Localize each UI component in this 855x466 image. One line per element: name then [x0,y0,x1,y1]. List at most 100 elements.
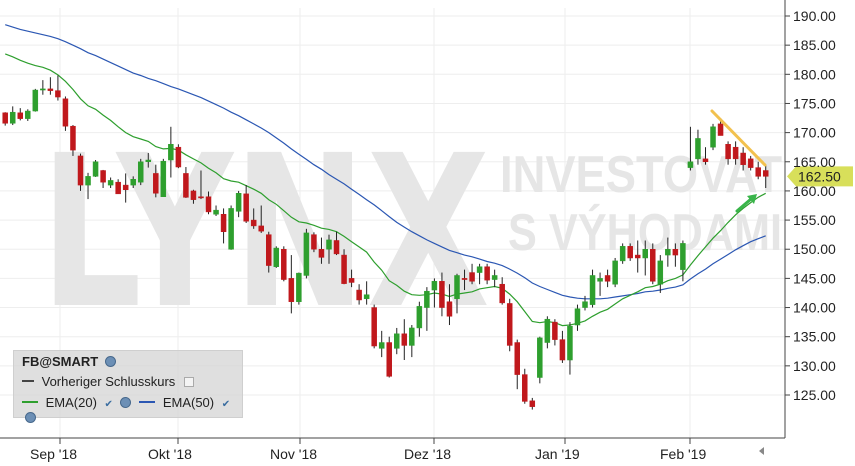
candle-body [243,193,249,222]
checkbox-icon[interactable] [183,377,194,387]
legend: FB@SMART Vorheriger Schlusskurs EMA(20) … [13,350,243,423]
candle [175,144,182,169]
candle-body [401,333,408,346]
candle-body [9,111,16,124]
candle-body [220,213,227,232]
candle-body [288,278,295,302]
candle-body [680,243,686,270]
candle [356,284,362,305]
candle-body [431,281,438,291]
candle [220,208,227,244]
candle-body [529,400,536,407]
candle-body [85,176,91,186]
candle-body [469,272,475,282]
y-tick-label: 170.00 [793,125,836,141]
candle [394,327,400,355]
candle-body [213,209,219,215]
candle [687,126,694,171]
check-icon[interactable]: ✔ [221,399,231,410]
candle-body [153,173,159,194]
scroll-arrow-icon [759,447,764,455]
arrow-head-icon [747,194,757,204]
candle [476,263,483,285]
candle [544,316,551,349]
candle-body [363,294,370,300]
y-tick-label: 175.00 [793,95,836,111]
candle-body [356,289,362,301]
candle [296,272,302,305]
candle [40,80,46,95]
candle-body [634,254,641,259]
watermark-line1: INVESTOVAT [500,146,782,204]
candle-body [582,301,588,308]
candle [235,190,242,218]
candle [619,243,626,264]
candle-body [258,225,264,232]
ema50-line [5,24,766,300]
y-tick-label: 180.00 [793,66,836,82]
candle [582,295,588,311]
candle [529,397,536,410]
candle [130,176,136,189]
ema20-settings-icon[interactable] [119,397,131,408]
candle [318,237,325,264]
candle [627,243,633,261]
candle-body [672,248,679,256]
candle-body [514,342,520,375]
candle [552,319,558,346]
candle-body [333,240,340,255]
ema20-series [4,53,766,327]
candle [213,205,219,216]
candle-body [198,196,204,199]
candle-body [665,248,671,256]
grid [0,8,785,438]
candle [228,205,234,250]
candle [665,237,671,267]
candle-body [394,333,400,349]
candle-body [544,318,551,343]
settings-icon[interactable] [104,356,116,367]
candle [17,108,24,121]
candle-body [650,248,656,282]
candle-body [2,112,8,124]
candle-body [552,321,558,340]
candle-body [281,248,287,280]
candle [732,141,739,165]
candle-body [612,260,618,285]
watermark-logo: LYNX [40,110,490,355]
candle [424,287,430,331]
candle [574,304,581,331]
candle [288,255,295,314]
candle [70,125,76,156]
candle [747,155,754,171]
candle-body [604,275,611,282]
candle-body [627,246,633,259]
ema50-settings-icon[interactable] [25,412,36,423]
candle-body [250,219,257,227]
y-tick-label: 160.00 [793,183,836,199]
candle-body [311,234,317,250]
candle-body [107,180,114,186]
y-tick-label: 145.00 [793,270,836,286]
candle [281,246,287,282]
y-tick-label: 155.00 [793,212,836,228]
candle-body [695,138,701,160]
legend-prev-close: Vorheriger Schlusskurs [22,374,194,389]
candle [363,281,370,305]
candle-body [92,161,99,177]
candle-body [175,146,182,168]
ema50-swatch-icon [139,401,156,403]
watermark: LYNX INVESTOVAT S VÝHODAMI [40,110,782,355]
candle [680,240,686,282]
candle [341,249,347,285]
y-tick-label: 125.00 [793,387,836,403]
candle-body [235,193,242,212]
candle-body [725,144,731,160]
candle [266,231,272,273]
candle [205,191,212,215]
candle-body [100,170,106,183]
check-icon[interactable]: ✔ [104,399,113,410]
price-tag [787,166,853,187]
candle [183,167,189,198]
candle-body [183,173,189,198]
